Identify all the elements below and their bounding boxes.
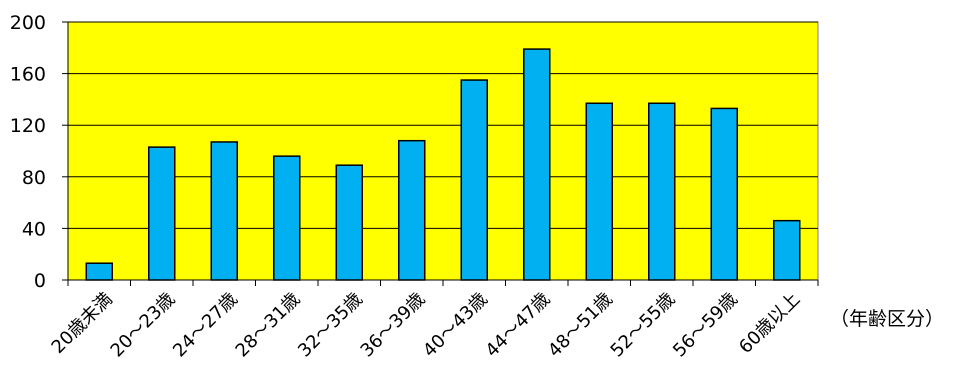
bar — [398, 139, 426, 281]
bar — [710, 107, 738, 281]
y-tick-label: 160 — [10, 64, 46, 86]
x-tick-label: 20〜23歳 — [107, 289, 180, 362]
x-tick-label: 44〜47歳 — [482, 289, 555, 362]
bar — [523, 48, 551, 281]
x-tick-label: 28〜31歳 — [232, 289, 305, 362]
y-tick-label: 120 — [10, 115, 46, 137]
plot-background — [67, 21, 819, 281]
x-tick-label: 60歳以上 — [735, 289, 804, 358]
y-tick-label: 200 — [10, 12, 46, 34]
x-axis-label: （年齢区分） — [830, 308, 944, 330]
plot-area — [67, 21, 819, 281]
bar — [773, 219, 801, 281]
bar — [85, 262, 113, 281]
bars — [85, 48, 801, 281]
x-tick-label: 48〜51歳 — [544, 289, 617, 362]
bar — [585, 102, 613, 281]
x-tick-label: 40〜43歳 — [419, 289, 492, 362]
y-axis: 0 40 80 120 160 200 — [10, 12, 69, 292]
y-tick-label: 80 — [22, 167, 46, 189]
y-tick-label: 0 — [34, 270, 46, 292]
x-tick-label: 52〜55歳 — [607, 289, 680, 362]
x-tick-label: 56〜59歳 — [669, 289, 742, 362]
x-tick-label: 32〜35歳 — [294, 289, 367, 362]
x-tick-label: 36〜39歳 — [357, 289, 430, 362]
bar — [148, 146, 176, 281]
bar — [210, 141, 238, 281]
bar — [648, 102, 676, 281]
bar — [460, 79, 488, 281]
bar — [273, 155, 301, 281]
x-axis: 20歳未満20〜23歳24〜27歳28〜31歳32〜35歳36〜39歳40〜43… — [48, 279, 819, 362]
x-tick-label: 24〜27歳 — [169, 289, 242, 362]
bar — [335, 164, 363, 281]
y-tick-label: 40 — [22, 218, 46, 240]
